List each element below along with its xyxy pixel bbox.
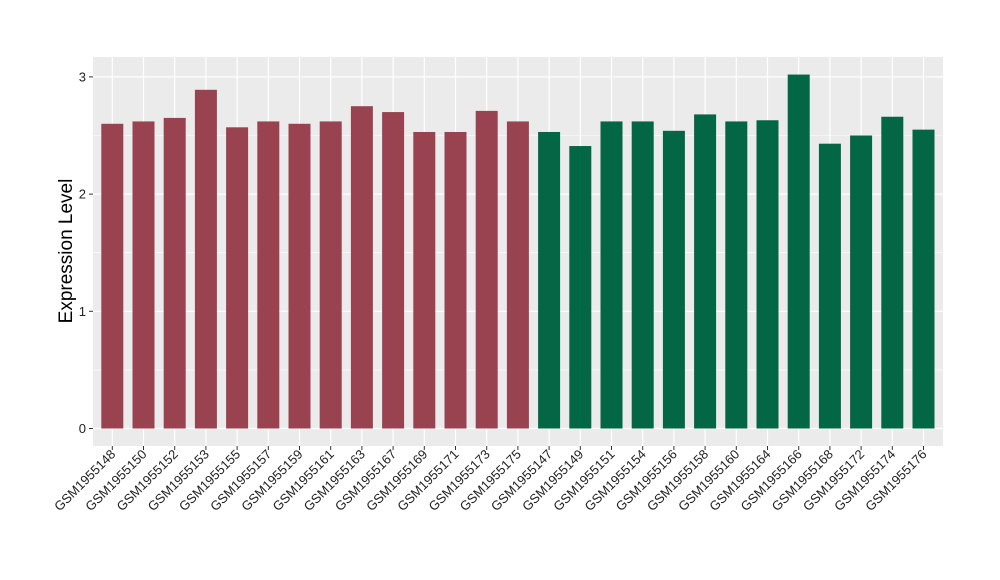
bar-GSM1955157 (257, 121, 280, 429)
bar-GSM1955149 (569, 146, 592, 429)
bar-GSM1955168 (818, 143, 841, 429)
bar-GSM1955156 (662, 130, 685, 429)
bar-GSM1955163 (350, 106, 373, 429)
bar-GSM1955151 (600, 121, 623, 429)
bar-GSM1955174 (881, 116, 904, 429)
y-tick-label: 1 (79, 304, 86, 319)
bar-GSM1955158 (694, 114, 717, 429)
y-tick-label: 3 (79, 69, 86, 84)
bar-GSM1955148 (101, 123, 124, 429)
bar-GSM1955153 (194, 89, 217, 429)
bar-GSM1955161 (319, 121, 342, 429)
bar-GSM1955150 (132, 121, 155, 429)
bar-GSM1955154 (631, 121, 654, 429)
bar-GSM1955160 (725, 121, 748, 429)
bar-GSM1955147 (538, 131, 561, 429)
bar-GSM1955166 (787, 74, 810, 429)
bar-GSM1955169 (413, 131, 436, 429)
bar-GSM1955155 (226, 127, 249, 429)
bar-GSM1955171 (444, 131, 467, 429)
bar-GSM1955164 (756, 120, 779, 429)
x-axis: GSM1955148GSM1955150GSM1955152GSM1955153… (51, 446, 930, 514)
bar-GSM1955167 (382, 112, 405, 429)
y-tick-label: 0 (79, 421, 86, 436)
bar-GSM1955176 (912, 129, 935, 429)
bar-GSM1955173 (475, 110, 498, 429)
bars (101, 74, 935, 429)
bar-GSM1955172 (850, 135, 873, 429)
bar-GSM1955152 (163, 117, 186, 429)
y-tick-label: 2 (79, 187, 86, 202)
bar-GSM1955175 (506, 121, 529, 429)
y-axis-title: Expression Level (56, 179, 77, 324)
y-axis: 0 1 2 3 (79, 69, 93, 436)
bar-GSM1955159 (288, 123, 311, 429)
